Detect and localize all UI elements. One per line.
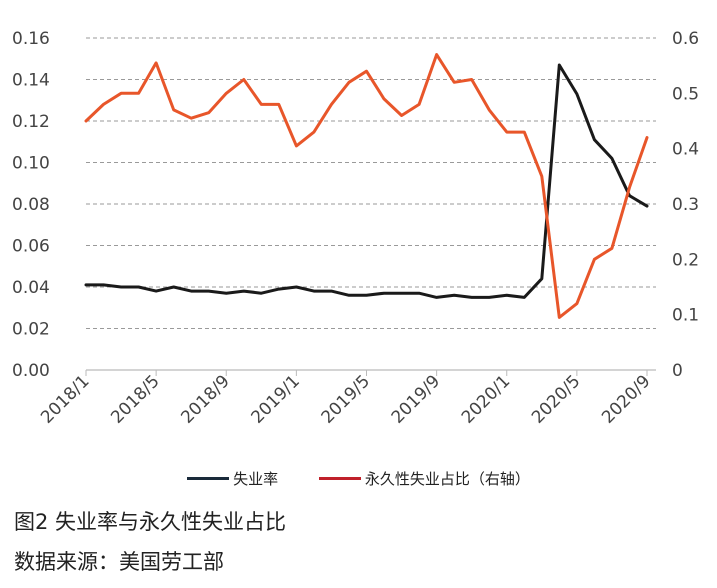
source-note: 数据来源：美国劳工部 (14, 550, 224, 574)
y-left-tick-label: 0.04 (12, 278, 50, 298)
x-tick-label: 2020/1 (458, 371, 514, 427)
legend-label-unemployment: 失业率 (233, 470, 279, 488)
x-axis: 2018/1 2018/5 2018/9 2019/1 2019/5 2019/9 2020… (37, 370, 655, 428)
y-right-tick-label: 0.1 (672, 306, 699, 326)
x-tick-label: 2019/1 (247, 371, 303, 427)
right-y-axis: 0 0.1 0.2 0.3 0.4 0.5 0.6 (672, 29, 699, 381)
series-lines (84, 53, 649, 319)
y-left-tick-label: 0.12 (12, 112, 50, 132)
y-right-tick-label: 0 (672, 361, 683, 381)
legend-label-permanent: 永久性失业占比（右轴） (364, 470, 530, 488)
y-left-tick-label: 0.10 (12, 154, 50, 174)
y-right-tick-label: 0.3 (672, 195, 699, 215)
x-tick-label: 2020/5 (528, 371, 584, 427)
y-right-tick-label: 0.5 (672, 84, 699, 104)
x-tick-label: 2018/5 (107, 371, 163, 427)
figure-title: 图2 失业率与永久性失业占比 (14, 510, 287, 534)
y-right-tick-label: 0.2 (672, 250, 699, 270)
x-tick-label: 2019/5 (318, 371, 374, 427)
x-tick-label: 2019/9 (388, 371, 444, 427)
y-left-tick-label: 0.06 (12, 237, 50, 257)
legend-item-unemployment: 失业率 (187, 468, 278, 489)
series-line-unemployment (84, 63, 649, 299)
gridlines (86, 37, 656, 371)
legend-swatch-permanent (318, 477, 361, 480)
x-tick-label: 2020/9 (598, 371, 654, 427)
legend: 失业率 永久性失业占比（右轴） (0, 466, 717, 489)
y-left-tick-label: 0.08 (12, 195, 50, 215)
legend-swatch-unemployment (187, 477, 230, 480)
y-left-tick-label: 0.00 (12, 361, 50, 381)
line-chart: 0.00 0.02 0.04 0.06 0.08 0.10 0.12 0.14 0.16 0 0.… (12, 29, 699, 428)
y-right-tick-label: 0.4 (672, 140, 699, 160)
left-y-axis: 0.00 0.02 0.04 0.06 0.08 0.10 0.12 0.14 0.16 (12, 29, 50, 381)
legend-item-permanent: 永久性失业占比（右轴） (318, 468, 530, 489)
y-right-tick-label: 0.6 (672, 29, 699, 49)
y-left-tick-label: 0.16 (12, 29, 50, 49)
y-left-tick-label: 0.02 (12, 320, 50, 340)
y-left-tick-label: 0.14 (12, 71, 50, 91)
x-tick-label: 2018/9 (177, 371, 233, 427)
series-line-permanent (84, 53, 649, 319)
